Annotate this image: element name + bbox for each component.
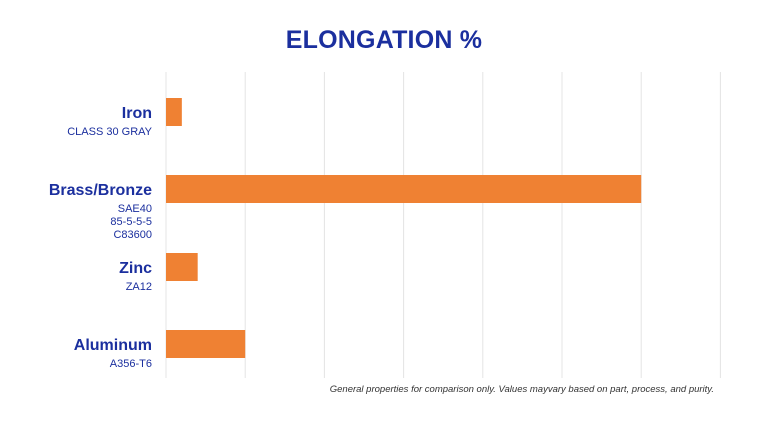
category-sublabel: ZA12 [126, 281, 152, 293]
bar-iron [166, 98, 182, 126]
chart-title: ELONGATION % [285, 26, 483, 54]
bar-aluminum [166, 330, 246, 358]
category-sublabel: 85-5-5-5 [110, 216, 152, 228]
category-label: Aluminum [74, 337, 152, 354]
category-sublabel: SAE40 [118, 203, 152, 215]
chart-footnote: General properties for comparison only. … [329, 384, 714, 395]
category-label: Iron [122, 105, 152, 122]
bar-zinc [166, 253, 198, 281]
category-label: Zinc [119, 260, 152, 277]
category-sublabel: C83600 [113, 229, 152, 241]
bar-brass-bronze [166, 175, 642, 203]
category-label: Brass/Bronze [49, 182, 152, 199]
category-sublabel: CLASS 30 GRAY [67, 126, 152, 138]
category-sublabel: A356-T6 [110, 358, 152, 370]
